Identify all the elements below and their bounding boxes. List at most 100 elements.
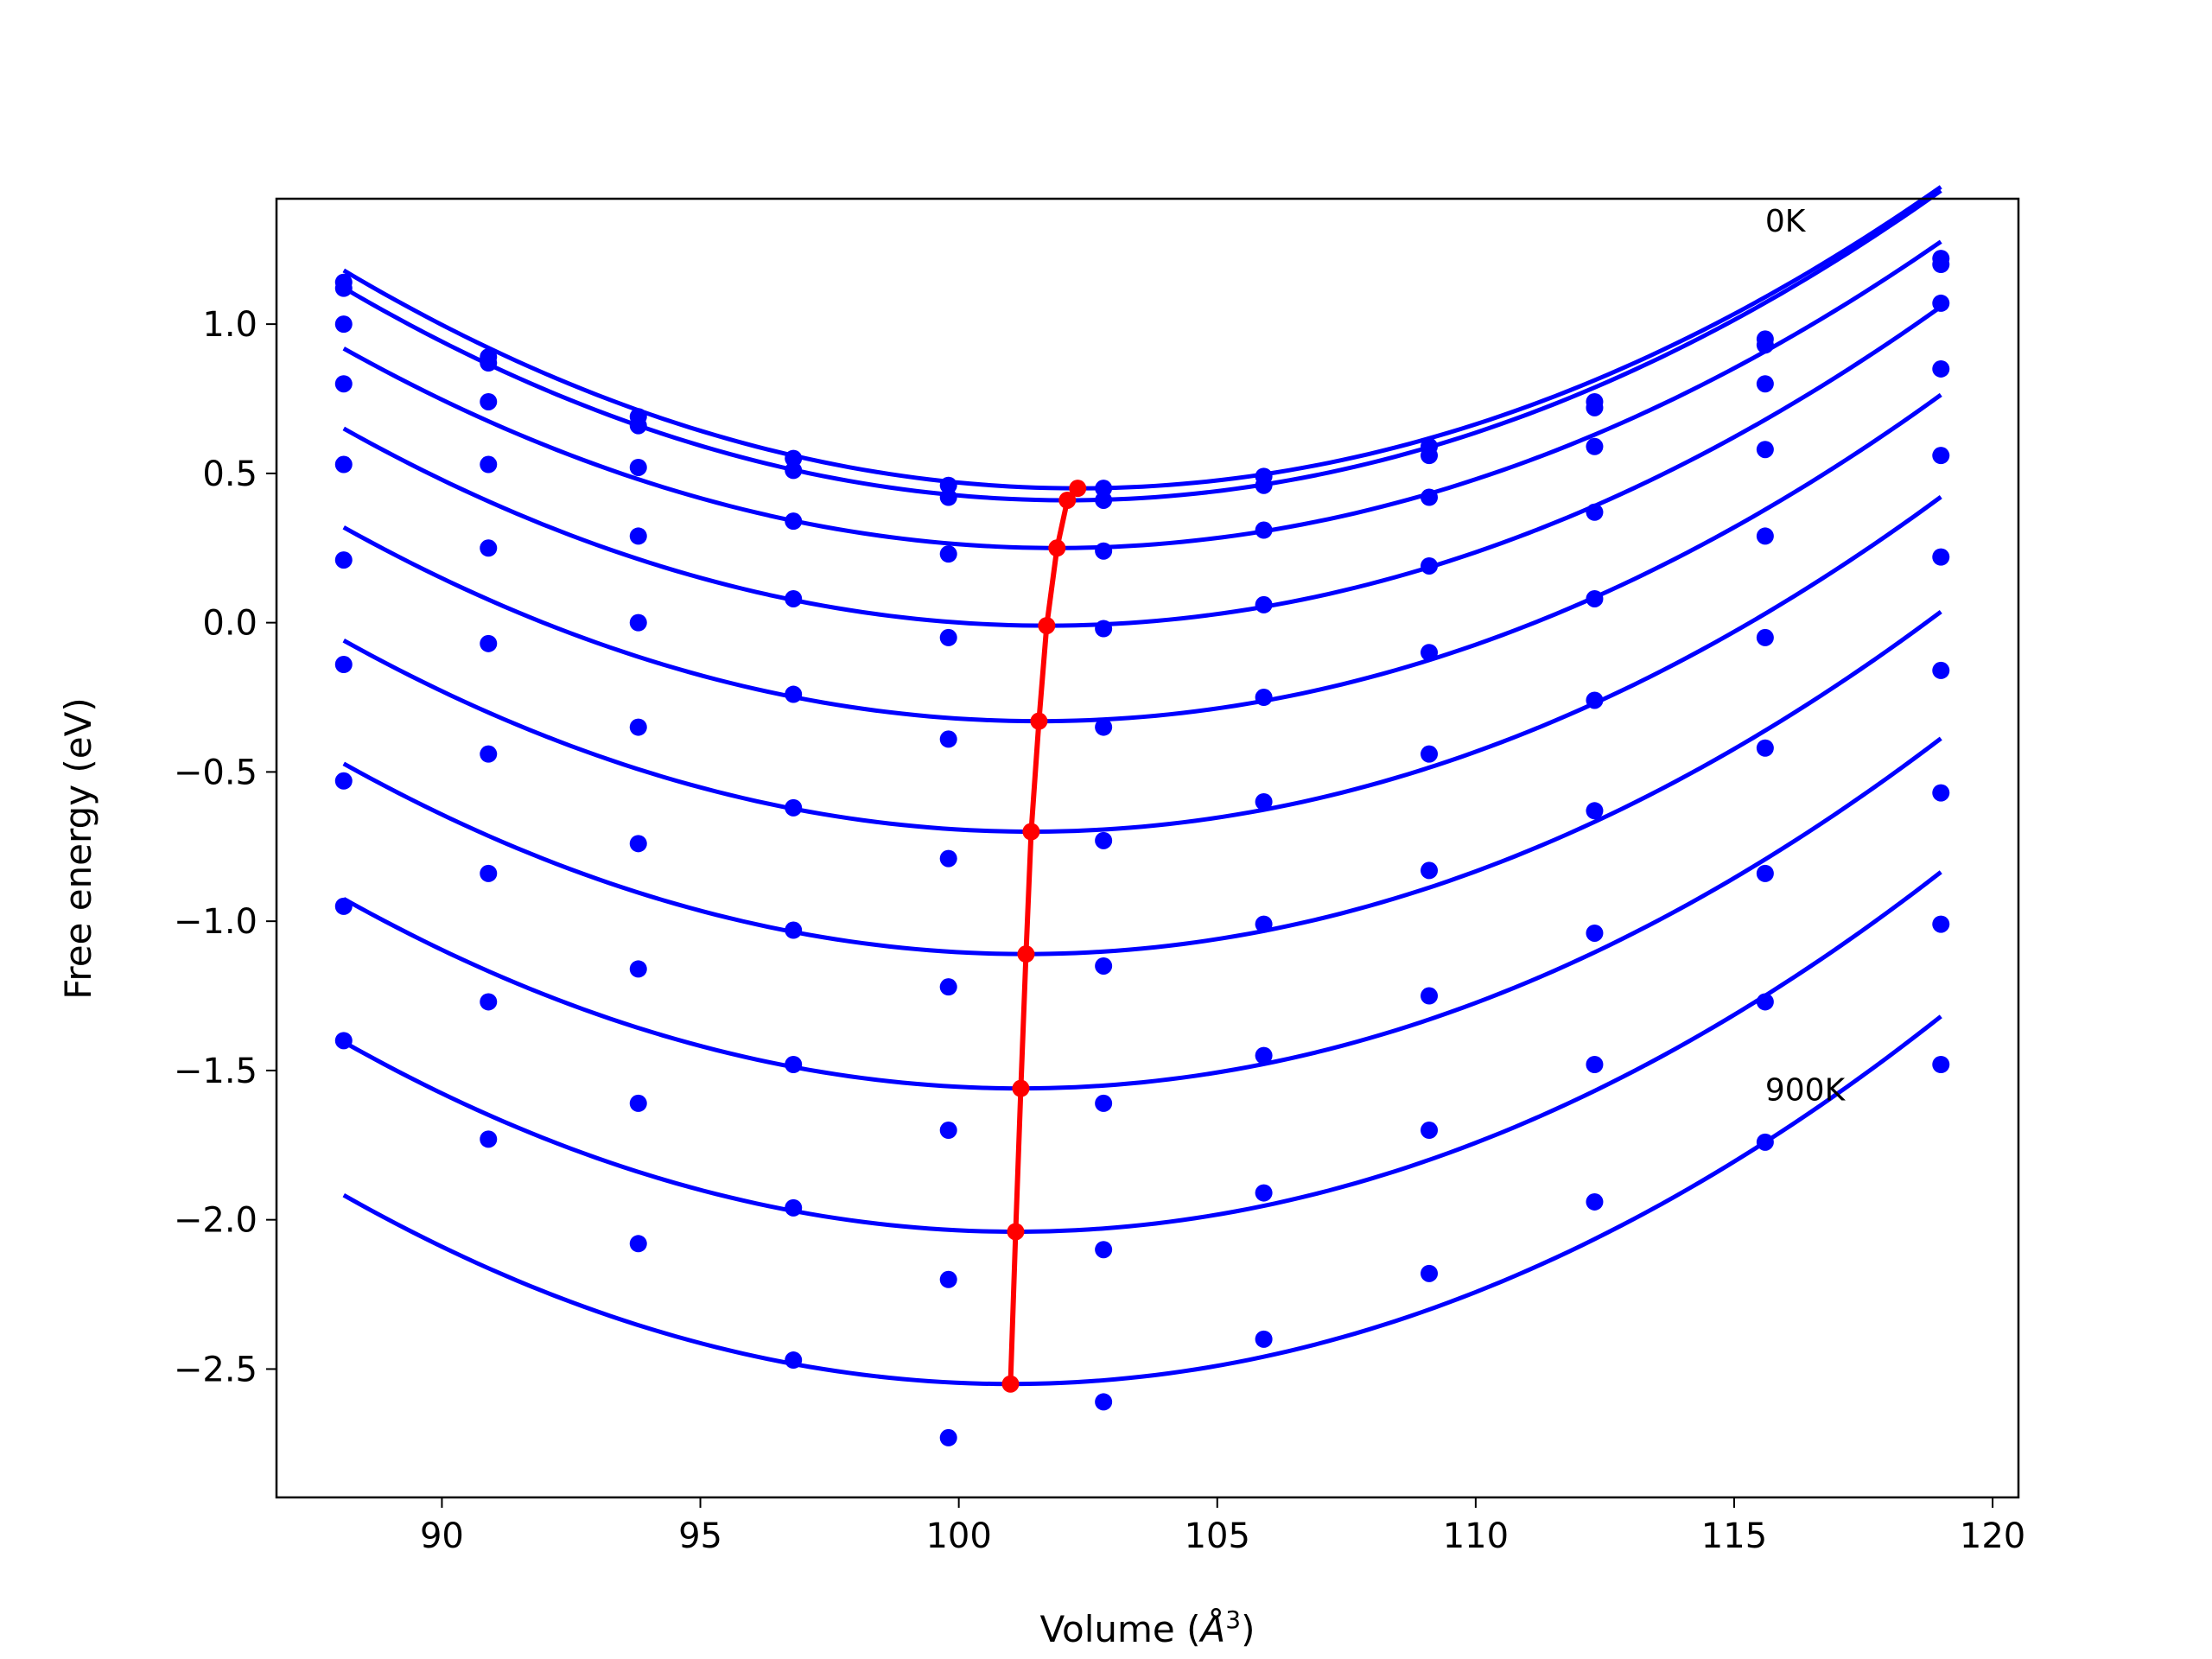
fit-curve-700K [342,736,1942,1091]
data-point-200K-4 [939,545,957,563]
data-point-300K-8 [1586,503,1604,521]
minimum-point-2 [1048,539,1066,557]
data-point-300K-10 [1932,359,1950,378]
data-point-800K-6 [1255,1184,1273,1202]
data-point-800K-1 [480,993,498,1011]
y-axis-ticks: 1.0 0.5 0.0 −0.5 −1.0 −1.5 −2.0 −2.5 [174,305,276,1389]
data-point-800K-8 [1586,1056,1604,1073]
data-point-600K-5 [1095,957,1113,975]
data-point-200K-0 [334,315,353,334]
minimum-point-7 [1012,1079,1030,1097]
data-point-500K-8 [1586,691,1604,709]
data-point-200K-6 [1255,521,1273,539]
fit-curve-400K [342,392,1942,724]
data-point-500K-7 [1421,745,1439,763]
data-point-600K-8 [1586,802,1604,820]
data-point-700K-10 [1932,784,1950,802]
x-tick-label: 105 [1185,1516,1250,1556]
data-point-500K-10 [1932,548,1950,566]
data-point-500K-9 [1756,628,1774,646]
annotation-0K: 0K [1765,204,1807,239]
data-point-500K-6 [1255,792,1273,810]
data-point-100K-10 [1932,256,1950,274]
data-point-600K-7 [1421,861,1439,880]
data-point-700K-9 [1756,864,1774,882]
data-point-800K-10 [1932,915,1950,933]
data-point-800K-4 [939,1270,957,1288]
data-point-900K-9 [1756,1133,1774,1151]
data-point-100K-5 [1095,491,1113,509]
data-point-700K-0 [334,772,353,790]
data-point-400K-0 [334,455,353,474]
data-point-400K-7 [1421,644,1439,662]
data-point-700K-3 [785,1056,803,1073]
y-tick-label: 1.0 [202,305,257,345]
data-point-100K-4 [939,488,957,506]
data-points [334,250,1950,1446]
data-point-0K-4 [939,476,957,494]
data-point-900K-4 [939,1428,957,1446]
data-point-300K-7 [1421,556,1439,575]
data-point-800K-5 [1095,1241,1113,1259]
data-point-0K-3 [785,449,803,467]
y-tick-label: −2.0 [174,1201,257,1241]
data-point-300K-5 [1095,620,1113,638]
data-point-500K-2 [629,718,647,736]
data-point-0K-5 [1095,480,1113,498]
y-tick-label: −0.5 [174,753,257,792]
data-point-900K-5 [1095,1393,1113,1411]
data-point-400K-10 [1932,447,1950,465]
data-point-800K-0 [334,897,353,915]
data-point-300K-9 [1756,441,1774,459]
data-point-400K-2 [629,613,647,632]
data-point-100K-9 [1756,336,1774,354]
data-point-400K-8 [1586,589,1604,607]
data-point-300K-0 [334,375,353,393]
x-tick-label: 115 [1701,1516,1767,1556]
data-point-400K-4 [939,730,957,748]
data-point-100K-0 [334,279,353,297]
fit-curve-600K [342,609,1942,957]
x-tick-label: 100 [925,1516,991,1556]
minimum-point-1 [1058,491,1077,509]
x-axis-label: Volume (Å3) [1040,1605,1255,1650]
data-point-300K-1 [480,455,498,474]
fit-curve-100K [342,188,1942,503]
data-point-200K-7 [1421,488,1439,506]
y-tick-label: −2.5 [174,1350,257,1389]
data-point-400K-5 [1095,718,1113,736]
minimum-point-9 [1001,1375,1020,1393]
data-point-200K-8 [1586,437,1604,455]
data-point-900K-6 [1255,1330,1273,1348]
data-point-700K-2 [629,960,647,978]
data-point-100K-2 [629,416,647,435]
minima-path [1001,480,1087,1393]
fit-curve-800K [342,870,1942,1234]
fit-curve-500K [342,495,1942,834]
data-point-900K-10 [1932,1056,1950,1073]
y-axis-label: Free energy (eV) [57,697,99,1000]
data-point-600K-10 [1932,661,1950,679]
data-point-200K-9 [1756,375,1774,393]
data-point-400K-6 [1255,689,1273,707]
data-point-700K-6 [1255,1046,1273,1065]
data-point-900K-2 [629,1235,647,1253]
data-point-400K-3 [785,685,803,703]
x-tick-label: 120 [1960,1516,2025,1556]
data-point-600K-4 [939,978,957,996]
fit-curves [342,185,1942,1387]
x-tick-label: 95 [678,1516,722,1556]
data-point-200K-3 [785,512,803,531]
data-point-800K-2 [629,1094,647,1112]
fit-curve-0K [342,185,1942,491]
x-tick-label: 110 [1443,1516,1509,1556]
data-point-500K-3 [785,798,803,817]
data-point-600K-2 [629,835,647,853]
x-axis-ticks: 90 95 100 105 110 115 120 [420,1497,2025,1556]
curve-annotations: 0K 900K [1765,204,1847,1108]
minima-line [1007,486,1080,1384]
data-point-100K-6 [1255,476,1273,494]
y-tick-label: −1.5 [174,1052,257,1091]
minimum-point-4 [1030,712,1048,730]
